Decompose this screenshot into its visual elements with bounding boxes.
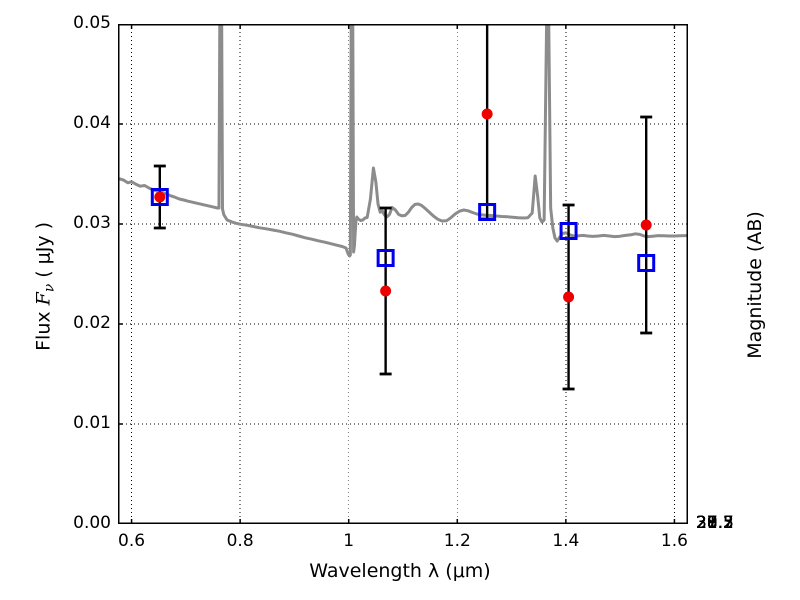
plot-canvas bbox=[118, 24, 688, 524]
model-data-point bbox=[150, 188, 169, 206]
y-tick-label: 0.02 bbox=[73, 313, 111, 333]
x-axis-label-text: Wavelength λ (μm) bbox=[309, 560, 491, 582]
x-tick-label: 0.8 bbox=[226, 531, 254, 551]
x-tick-label: 1.4 bbox=[552, 531, 580, 551]
y2-tick-label: 29.5 bbox=[696, 512, 734, 533]
y-axis-label: Flux Fν ( μJy ) bbox=[33, 36, 58, 536]
tick-marks bbox=[118, 24, 688, 524]
y2-tick-label: 29 bbox=[696, 512, 718, 533]
y2-tick-label: 28.2 bbox=[696, 512, 734, 533]
model-data-point bbox=[478, 203, 497, 221]
y-tick-label: 0.00 bbox=[73, 513, 111, 533]
x-tick-label: 1.2 bbox=[443, 531, 471, 551]
y-tick-label: 0.04 bbox=[73, 113, 111, 133]
y-axis-label-symbol: F bbox=[32, 292, 55, 306]
observed-photometry-group bbox=[154, 108, 652, 303]
x-tick-label: 1 bbox=[343, 531, 355, 551]
observed-data-point bbox=[380, 285, 392, 297]
y2-tick-label: 28 bbox=[696, 512, 718, 533]
y2-tick-label: 27.5 bbox=[696, 512, 734, 533]
y-tick-label: 0.01 bbox=[73, 413, 111, 433]
plot-area bbox=[118, 24, 688, 524]
model-spectrum-group bbox=[118, 24, 688, 258]
y2-tick-label: 27.2 bbox=[696, 512, 734, 533]
y-axis-label-subscript: ν bbox=[41, 283, 58, 293]
y2-axis-label: Magnitude (AB) bbox=[744, 35, 766, 535]
model-spectrum-line bbox=[118, 24, 688, 258]
y-tick-label: 0.05 bbox=[73, 13, 111, 33]
observed-data-point bbox=[563, 291, 575, 303]
x-axis-label: Wavelength λ (μm) bbox=[0, 560, 800, 582]
y-tick-label: 0.03 bbox=[73, 213, 111, 233]
y2-tick-label: 27.3 bbox=[696, 512, 734, 533]
x-tick-label: 0.6 bbox=[118, 531, 146, 551]
model-data-point bbox=[559, 222, 578, 240]
model-data-point bbox=[637, 254, 656, 272]
y2-tick-label: 31 bbox=[696, 512, 718, 533]
errorbar-group bbox=[153, 24, 653, 391]
model-photometry-group bbox=[150, 188, 656, 272]
observed-data-point bbox=[640, 219, 652, 231]
observed-data-point bbox=[154, 191, 166, 203]
y2-tick-label: 28.5 bbox=[696, 512, 734, 533]
x-tick-label: 1.6 bbox=[660, 531, 688, 551]
y2-tick-label: 27.7 bbox=[696, 512, 734, 533]
axis-frame bbox=[118, 24, 688, 524]
y2-axis-label-text: Magnitude (AB) bbox=[744, 211, 766, 359]
y2-tick-label: 30 bbox=[696, 512, 718, 533]
model-data-point bbox=[376, 249, 395, 267]
gridlines bbox=[118, 24, 688, 524]
observed-data-point bbox=[481, 108, 493, 120]
